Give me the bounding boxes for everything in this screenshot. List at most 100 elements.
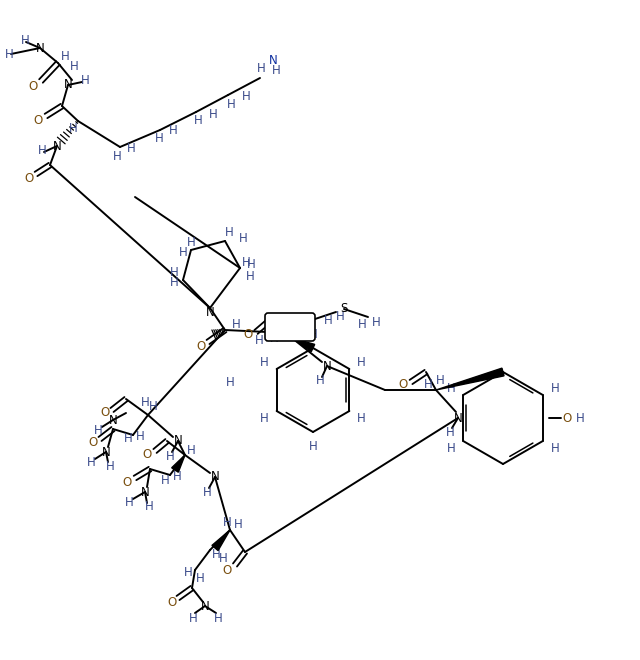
Text: H: H (173, 471, 181, 484)
Text: H: H (550, 381, 559, 395)
Text: H: H (70, 61, 78, 73)
Text: H: H (436, 374, 444, 387)
Text: H: H (148, 401, 157, 414)
Text: H: H (242, 90, 250, 104)
Text: H: H (179, 246, 188, 259)
Text: H: H (223, 515, 232, 529)
Polygon shape (172, 455, 185, 472)
Text: H: H (358, 319, 366, 331)
Text: H: H (232, 317, 241, 331)
Text: H: H (141, 397, 149, 409)
Text: H: H (260, 356, 269, 368)
Text: H: H (86, 457, 95, 469)
Text: H: H (324, 314, 332, 327)
Text: H: H (239, 232, 248, 244)
Text: H: H (227, 98, 236, 110)
Text: H: H (38, 145, 46, 158)
Text: H: H (234, 519, 243, 531)
Text: O: O (100, 407, 109, 420)
Text: H: H (170, 277, 179, 290)
Text: H: H (372, 315, 380, 329)
Text: H: H (269, 331, 278, 345)
Text: H: H (113, 150, 122, 162)
Text: H: H (187, 236, 195, 249)
Text: O: O (563, 411, 572, 424)
Text: H: H (125, 496, 133, 510)
Text: N: N (173, 434, 182, 447)
Text: O: O (122, 475, 132, 488)
Text: H: H (280, 325, 289, 339)
Text: N: N (323, 360, 332, 372)
Text: H: H (242, 255, 250, 269)
Text: O: O (24, 172, 34, 185)
Text: H: H (187, 444, 195, 457)
Text: O: O (88, 436, 98, 449)
Text: H: H (155, 131, 163, 145)
Text: H: H (308, 440, 317, 453)
Text: H: H (424, 378, 433, 391)
Text: H: H (136, 430, 145, 444)
Text: H: H (445, 426, 454, 438)
Text: N: N (141, 486, 149, 498)
Text: H: H (257, 61, 266, 75)
Text: O: O (168, 597, 177, 609)
Text: N: N (454, 411, 462, 424)
Text: H: H (194, 114, 202, 127)
Text: H: H (4, 48, 13, 61)
Text: N: N (109, 414, 117, 426)
Text: N: N (205, 306, 214, 319)
Text: H: H (124, 432, 132, 446)
Text: H: H (550, 442, 559, 455)
Polygon shape (436, 368, 504, 390)
Text: H: H (203, 486, 211, 498)
Text: N: N (269, 53, 277, 67)
Text: H: H (357, 411, 366, 424)
Text: H: H (335, 310, 344, 323)
Text: H: H (20, 34, 29, 46)
Text: H: H (93, 424, 102, 438)
Text: H: H (219, 552, 227, 564)
Text: H: H (447, 442, 456, 455)
Text: H: H (68, 121, 77, 135)
Text: H: H (316, 374, 324, 387)
Text: Abs: Abs (280, 322, 300, 332)
Text: O: O (33, 114, 43, 127)
Text: H: H (81, 75, 90, 88)
Text: H: H (260, 411, 269, 424)
Text: H: H (246, 269, 254, 282)
Text: H: H (196, 572, 204, 585)
Text: N: N (102, 446, 110, 459)
Text: O: O (142, 449, 152, 461)
Text: H: H (255, 333, 264, 346)
Text: S: S (340, 302, 348, 315)
Text: N: N (200, 599, 209, 612)
Text: H: H (225, 226, 234, 238)
FancyBboxPatch shape (265, 313, 315, 341)
Polygon shape (212, 530, 230, 550)
Text: H: H (447, 381, 456, 395)
Text: H: H (212, 548, 220, 562)
Text: H: H (271, 65, 280, 77)
Text: H: H (184, 566, 193, 579)
Text: H: H (170, 265, 179, 279)
Text: O: O (398, 378, 408, 391)
Text: H: H (209, 108, 218, 121)
Text: H: H (189, 612, 197, 624)
Text: H: H (161, 473, 170, 486)
Text: H: H (357, 356, 366, 368)
Text: H: H (61, 51, 69, 63)
Text: O: O (222, 564, 232, 576)
Text: N: N (63, 79, 72, 92)
Text: N: N (211, 471, 220, 484)
Text: H: H (166, 449, 174, 463)
Text: O: O (28, 81, 38, 94)
Text: H: H (226, 376, 234, 389)
Text: H: H (106, 459, 115, 473)
Text: H: H (246, 257, 255, 271)
Polygon shape (292, 338, 315, 352)
Text: H: H (296, 323, 305, 337)
Text: H: H (168, 125, 177, 137)
Text: H: H (145, 500, 154, 513)
Text: H: H (308, 327, 317, 341)
Text: O: O (243, 329, 253, 341)
